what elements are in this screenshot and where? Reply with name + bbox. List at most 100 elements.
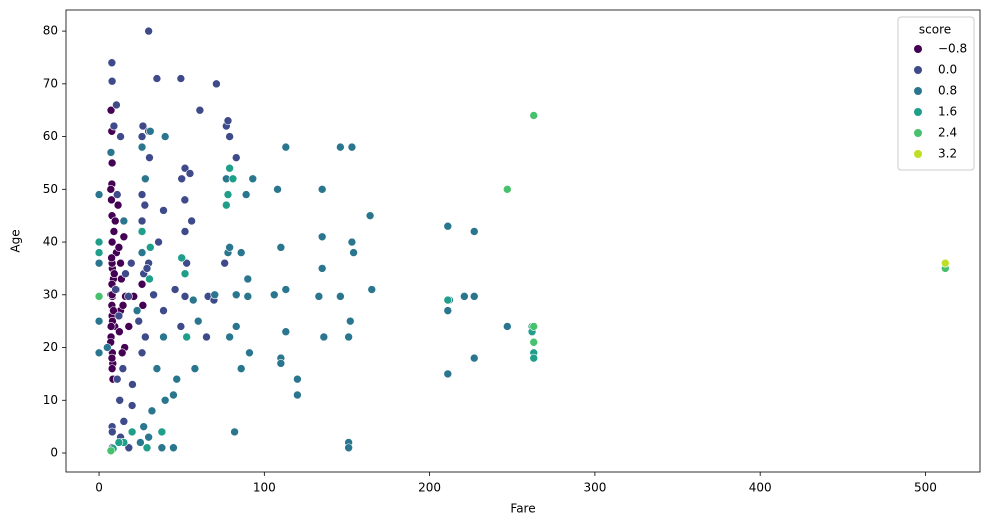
- legend-title: score: [919, 23, 951, 37]
- y-axis-label: Age: [9, 229, 23, 252]
- legend-label: 0.8: [938, 84, 957, 98]
- legend-swatch: [914, 129, 922, 137]
- point: [94, 348, 104, 358]
- x-tick-label: 500: [914, 481, 937, 495]
- point: [142, 443, 152, 453]
- point: [111, 285, 120, 294]
- point: [157, 443, 167, 453]
- point: [185, 169, 195, 178]
- point: [281, 327, 291, 337]
- y-tick-label: 50: [43, 182, 58, 196]
- point: [109, 306, 118, 315]
- plot-frame: [65, 9, 981, 473]
- y-tick-label: 20: [43, 340, 58, 354]
- point: [502, 322, 512, 331]
- point: [145, 153, 154, 162]
- point: [94, 258, 104, 268]
- point: [281, 285, 291, 294]
- point: [293, 374, 302, 384]
- x-tick-label: 400: [749, 481, 772, 495]
- point: [529, 337, 539, 347]
- point: [94, 237, 104, 247]
- point: [367, 285, 377, 294]
- point: [202, 332, 211, 342]
- point: [225, 132, 234, 141]
- point: [293, 390, 302, 400]
- point: [116, 258, 125, 268]
- point: [152, 74, 162, 83]
- point: [344, 443, 353, 453]
- point: [107, 58, 117, 68]
- legend-label: 3.2: [938, 147, 957, 161]
- point: [177, 174, 186, 184]
- point: [190, 364, 200, 373]
- y-tick-label: 40: [43, 235, 58, 249]
- point: [106, 322, 116, 331]
- point: [114, 243, 124, 252]
- point: [124, 292, 133, 301]
- point: [112, 100, 121, 110]
- point: [137, 132, 147, 141]
- point: [182, 258, 191, 268]
- point: [144, 432, 153, 442]
- point: [113, 200, 123, 210]
- point: [176, 322, 186, 331]
- point: [344, 332, 353, 342]
- point: [154, 237, 163, 247]
- point: [243, 274, 253, 284]
- point: [145, 127, 155, 136]
- y-tick-label: 60: [43, 129, 58, 143]
- point: [118, 301, 128, 310]
- point: [138, 301, 148, 310]
- point: [119, 216, 129, 226]
- point: [443, 306, 453, 315]
- point: [94, 248, 104, 257]
- point: [107, 158, 117, 168]
- point: [140, 200, 150, 210]
- point: [107, 364, 117, 373]
- point: [128, 380, 137, 389]
- x-axis-label: Fare: [510, 502, 535, 516]
- point: [116, 132, 125, 141]
- point: [138, 121, 148, 131]
- point: [114, 311, 124, 321]
- point: [160, 395, 170, 405]
- x-tick-label: 200: [418, 481, 441, 495]
- point: [443, 369, 453, 379]
- point: [223, 116, 233, 126]
- point: [137, 227, 147, 236]
- legend-label: 1.6: [938, 105, 957, 119]
- legend-swatch: [914, 150, 922, 158]
- point: [110, 216, 120, 226]
- point: [134, 316, 144, 326]
- legend-box: [897, 16, 975, 171]
- point: [139, 422, 148, 431]
- legend-swatch: [914, 66, 922, 74]
- point: [117, 348, 127, 358]
- point: [149, 290, 158, 300]
- point: [529, 353, 539, 363]
- point: [529, 322, 539, 331]
- point: [231, 290, 241, 300]
- point: [529, 111, 539, 120]
- point: [180, 292, 190, 301]
- point: [124, 443, 134, 453]
- point: [94, 316, 104, 326]
- point: [137, 142, 147, 152]
- y-tick-label: 10: [43, 393, 58, 407]
- legend-label: 2.4: [938, 126, 957, 140]
- point: [170, 285, 180, 294]
- point: [118, 364, 128, 373]
- point: [349, 248, 358, 257]
- y-tick-label: 30: [43, 287, 58, 301]
- point: [109, 269, 119, 278]
- y-tick-label: 70: [43, 76, 58, 90]
- point: [107, 253, 116, 263]
- point: [121, 269, 130, 278]
- point: [159, 332, 168, 342]
- point: [114, 438, 124, 447]
- point: [132, 306, 142, 315]
- legend-label: 0.0: [938, 63, 957, 77]
- point: [119, 417, 129, 426]
